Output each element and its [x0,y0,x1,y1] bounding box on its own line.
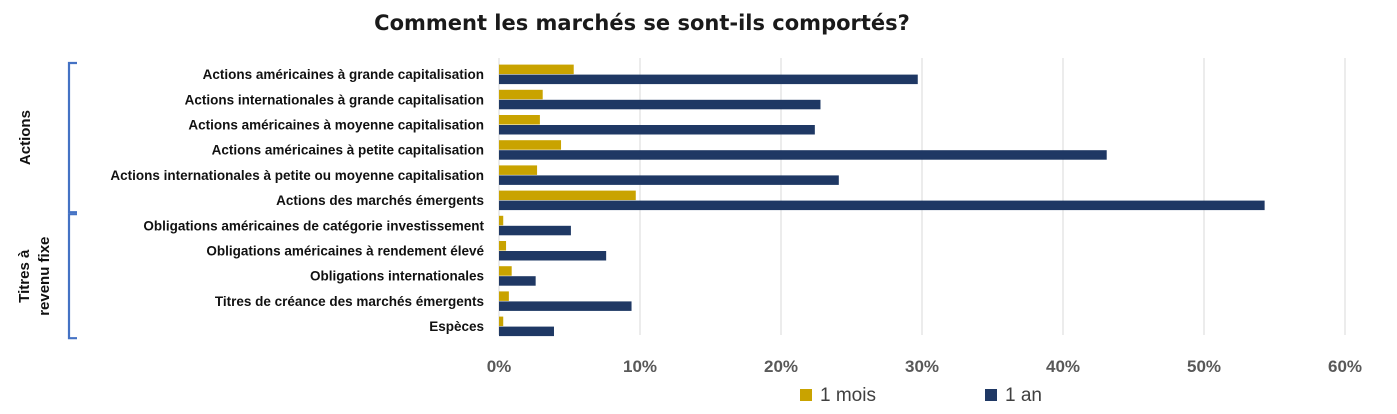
category-label-5: Actions des marchés émergents [276,193,484,208]
group-label-line-0: Titres à [16,249,33,303]
group-label-line-1: revenu fixe [36,237,53,316]
x-tick-label-50: 50% [1187,357,1221,376]
category-label-7: Obligations américaines à rendement élev… [206,244,484,259]
bar-one-year-2 [499,125,815,135]
category-label-6: Obligations américaines de catégorie inv… [143,218,484,233]
bar-one-year-10 [499,326,554,337]
legend-label-0: 1 mois [820,385,876,406]
category-label-8: Obligations internationales [310,269,484,284]
chart-title: Comment les marchés se sont-ils comporté… [374,11,910,35]
bar-one-month-8 [499,266,512,276]
category-label-2: Actions américaines à moyenne capitalisa… [188,118,484,133]
bar-one-year-8 [499,276,536,286]
group-bracket-1 [67,213,77,340]
category-label-1: Actions internationales à grande capital… [185,92,484,107]
legend: 1 mois 1 an [800,385,1042,406]
x-tick-label-0: 0% [487,357,512,376]
group-label-0: Actions [17,110,34,165]
bar-one-year-3 [499,150,1107,160]
bar-one-year-9 [499,301,632,311]
bar-one-year-5 [499,200,1265,211]
x-tick-label-40: 40% [1046,357,1080,376]
x-tick-label-20: 20% [764,357,798,376]
bar-one-year-7 [499,251,607,261]
bar-one-year-0 [499,74,918,85]
category-labels: Actions américaines à grande capitalisat… [110,67,484,334]
bar-one-month-4 [499,165,538,175]
bar-one-month-6 [499,215,504,226]
bar-one-year-4 [499,175,839,185]
category-label-4: Actions internationales à petite ou moye… [110,168,484,183]
bar-one-month-2 [499,115,540,125]
bar-one-year-1 [499,99,821,110]
category-label-3: Actions américaines à petite capitalisat… [212,143,484,158]
bars [499,64,1265,337]
bar-one-month-9 [499,291,509,301]
bar-one-year-6 [499,225,571,236]
bar-one-month-1 [499,89,543,100]
bar-one-month-0 [499,64,574,75]
x-tick-label-30: 30% [905,357,939,376]
group-brackets: Actions Titres à revenu fixe [16,61,77,340]
bar-one-month-7 [499,241,507,251]
category-label-9: Titres de créance des marchés émergents [215,294,484,309]
legend-label-1: 1 an [1005,385,1042,406]
bar-one-month-10 [499,316,504,327]
x-axis-ticks: 0% 10% 20% 30% 40% 50% 60% [487,357,1362,376]
bar-one-month-3 [499,140,562,150]
x-tick-label-60: 60% [1328,357,1362,376]
category-label-0: Actions américaines à grande capitalisat… [203,67,484,82]
legend-swatch-1 [985,389,997,401]
legend-swatch-0 [800,389,812,401]
x-tick-label-10: 10% [623,357,657,376]
bar-one-month-5 [499,190,636,201]
category-label-10: Espèces [429,319,484,334]
group-label-1: Titres à revenu fixe [16,237,53,316]
group-bracket-0 [67,61,77,214]
